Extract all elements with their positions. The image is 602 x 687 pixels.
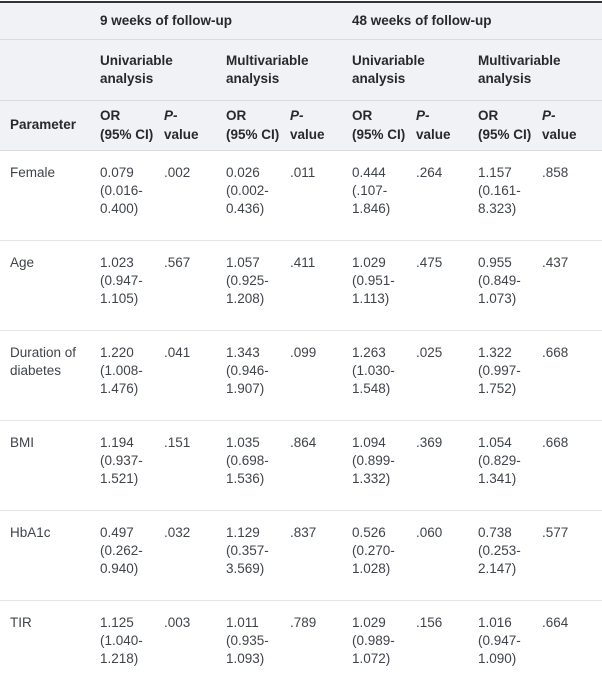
or-ci-cell-uni-9w: 1.194 (0.937-1.521) <box>98 420 162 511</box>
table-row: BMI 1.194 (0.937-1.521) .151 1.035 (0.69… <box>0 420 602 511</box>
table-row: Female 0.079 (0.016-0.400) .002 0.026 (0… <box>0 150 602 241</box>
p-value-cell-uni-9w: .003 <box>162 600 224 687</box>
or-ci-cell-multi-9w: 1.011 (0.935-1.093) <box>224 600 288 687</box>
p-value-cell-multi-48w: .664 <box>540 600 602 687</box>
column-header-row: Parameter OR (95% CI) P- value OR (95% C… <box>0 100 602 151</box>
header-univariable-9w: Univariable analysis <box>98 39 224 101</box>
or-ci-cell-multi-48w: 1.157 (0.161-8.323) <box>476 150 541 241</box>
p-label-italic: P- <box>416 108 430 124</box>
header-group-48-weeks: 48 weeks of follow-up <box>350 2 602 40</box>
p-value-cell-multi-9w: .099 <box>288 330 351 421</box>
or-ci-cell-multi-9w: 1.343 (0.946-1.907) <box>224 330 288 421</box>
table-row: HbA1c 0.497 (0.262-0.940) .032 1.129 (0.… <box>0 510 602 601</box>
or-ci-cell-uni-48w: 0.444 (.107-1.846) <box>350 150 415 241</box>
header-empty-stub <box>0 2 98 40</box>
p-value-cell-uni-9w: .041 <box>162 330 224 421</box>
or-ci-cell-uni-48w: 1.263 (1.030-1.548) <box>350 330 415 421</box>
ci-label: (95% CI) <box>478 126 532 142</box>
or-label: OR <box>478 108 499 124</box>
p-value-cell-uni-9w: .151 <box>162 420 224 511</box>
or-ci-cell-uni-9w: 0.497 (0.262-0.940) <box>98 510 162 601</box>
p-label-rest: value <box>416 126 451 142</box>
p-label-italic: P- <box>290 108 304 124</box>
p-value-cell-multi-48w: .577 <box>540 510 602 601</box>
parameter-cell: BMI <box>0 420 98 511</box>
header-or-ci-uni-48w: OR (95% CI) <box>350 100 415 151</box>
p-label-italic: P- <box>542 108 556 124</box>
p-value-cell-multi-48w: .668 <box>540 330 602 421</box>
or-ci-cell-multi-48w: 1.322 (0.997-1.752) <box>476 330 541 421</box>
p-value-cell-multi-9w: .011 <box>288 150 351 241</box>
p-value-cell-uni-48w: .264 <box>414 150 477 241</box>
header-or-ci-multi-9w: OR (95% CI) <box>224 100 288 151</box>
or-ci-cell-multi-48w: 0.738 (0.253-2.147) <box>476 510 541 601</box>
or-ci-cell-uni-9w: 0.079 (0.016-0.400) <box>98 150 162 241</box>
table-row: Duration of diabetes 1.220 (1.008-1.476)… <box>0 330 602 421</box>
p-label-italic: P- <box>164 108 178 124</box>
p-value-cell-multi-9w: .864 <box>288 420 351 511</box>
or-ci-cell-uni-48w: 0.526 (0.270-1.028) <box>350 510 415 601</box>
or-ci-cell-multi-48w: 1.016 (0.947-1.090) <box>476 600 541 687</box>
p-value-cell-uni-9w: .567 <box>162 240 224 331</box>
header-p-value-uni-48w: P- value <box>414 100 477 151</box>
p-value-cell-multi-9w: .789 <box>288 600 351 687</box>
or-ci-cell-uni-9w: 1.023 (0.947-1.105) <box>98 240 162 331</box>
table-row: Age 1.023 (0.947-1.105) .567 1.057 (0.92… <box>0 240 602 331</box>
header-p-value-multi-48w: P- value <box>540 100 602 151</box>
table-body: Female 0.079 (0.016-0.400) .002 0.026 (0… <box>0 150 602 687</box>
header-univariable-48w: Univariable analysis <box>350 39 477 101</box>
followup-group-row: 9 weeks of follow-up 48 weeks of follow-… <box>0 2 602 40</box>
or-ci-cell-uni-48w: 1.029 (0.989-1.072) <box>350 600 415 687</box>
header-p-value-uni-9w: P- value <box>162 100 224 151</box>
parameter-cell: HbA1c <box>0 510 98 601</box>
p-value-cell-uni-9w: .032 <box>162 510 224 601</box>
p-label-rest: value <box>542 126 577 142</box>
p-value-cell-multi-48w: .858 <box>540 150 602 241</box>
ci-label: (95% CI) <box>352 126 406 142</box>
p-value-cell-uni-48w: .156 <box>414 600 477 687</box>
p-value-cell-uni-48w: .060 <box>414 510 477 601</box>
header-parameter: Parameter <box>0 100 98 151</box>
or-ci-cell-multi-9w: 1.057 (0.925-1.208) <box>224 240 288 331</box>
header-p-value-multi-9w: P- value <box>288 100 351 151</box>
p-label-rest: value <box>164 126 199 142</box>
parameter-cell: Age <box>0 240 98 331</box>
ci-label: (95% CI) <box>226 126 280 142</box>
p-value-cell-multi-9w: .837 <box>288 510 351 601</box>
ci-label: (95% CI) <box>100 126 154 142</box>
p-label-rest: value <box>290 126 325 142</box>
parameter-cell: Duration of diabetes <box>0 330 98 421</box>
parameter-cell: Female <box>0 150 98 241</box>
p-value-cell-uni-48w: .475 <box>414 240 477 331</box>
or-ci-cell-uni-48w: 1.029 (0.951-1.113) <box>350 240 415 331</box>
or-ci-cell-multi-9w: 0.026 (0.002-0.436) <box>224 150 288 241</box>
or-ci-cell-multi-9w: 1.129 (0.357-3.569) <box>224 510 288 601</box>
p-value-cell-multi-9w: .411 <box>288 240 351 331</box>
p-value-cell-multi-48w: .668 <box>540 420 602 511</box>
or-label: OR <box>226 108 247 124</box>
p-value-cell-uni-48w: .369 <box>414 420 477 511</box>
p-value-cell-uni-48w: .025 <box>414 330 477 421</box>
or-ci-cell-multi-9w: 1.035 (0.698-1.536) <box>224 420 288 511</box>
or-ci-cell-uni-48w: 1.094 (0.899-1.332) <box>350 420 415 511</box>
header-empty-stub <box>0 39 98 101</box>
p-value-cell-multi-48w: .437 <box>540 240 602 331</box>
analysis-type-row: Univariable analysis Multivariable analy… <box>0 39 602 101</box>
header-multivariable-48w: Multivariable analysis <box>476 39 602 101</box>
or-ci-cell-multi-48w: 1.054 (0.829-1.341) <box>476 420 541 511</box>
header-or-ci-uni-9w: OR (95% CI) <box>98 100 162 151</box>
header-or-ci-multi-48w: OR (95% CI) <box>476 100 541 151</box>
parameter-cell: TIR <box>0 600 98 687</box>
table-header: 9 weeks of follow-up 48 weeks of follow-… <box>0 2 602 151</box>
header-multivariable-9w: Multivariable analysis <box>224 39 351 101</box>
or-ci-cell-multi-48w: 0.955 (0.849-1.073) <box>476 240 541 331</box>
header-group-9-weeks: 9 weeks of follow-up <box>98 2 351 40</box>
or-ci-cell-uni-9w: 1.125 (1.040-1.218) <box>98 600 162 687</box>
or-label: OR <box>352 108 373 124</box>
table-row: TIR 1.125 (1.040-1.218) .003 1.011 (0.93… <box>0 600 602 687</box>
or-ci-cell-uni-9w: 1.220 (1.008-1.476) <box>98 330 162 421</box>
or-label: OR <box>100 108 121 124</box>
p-value-cell-uni-9w: .002 <box>162 150 224 241</box>
